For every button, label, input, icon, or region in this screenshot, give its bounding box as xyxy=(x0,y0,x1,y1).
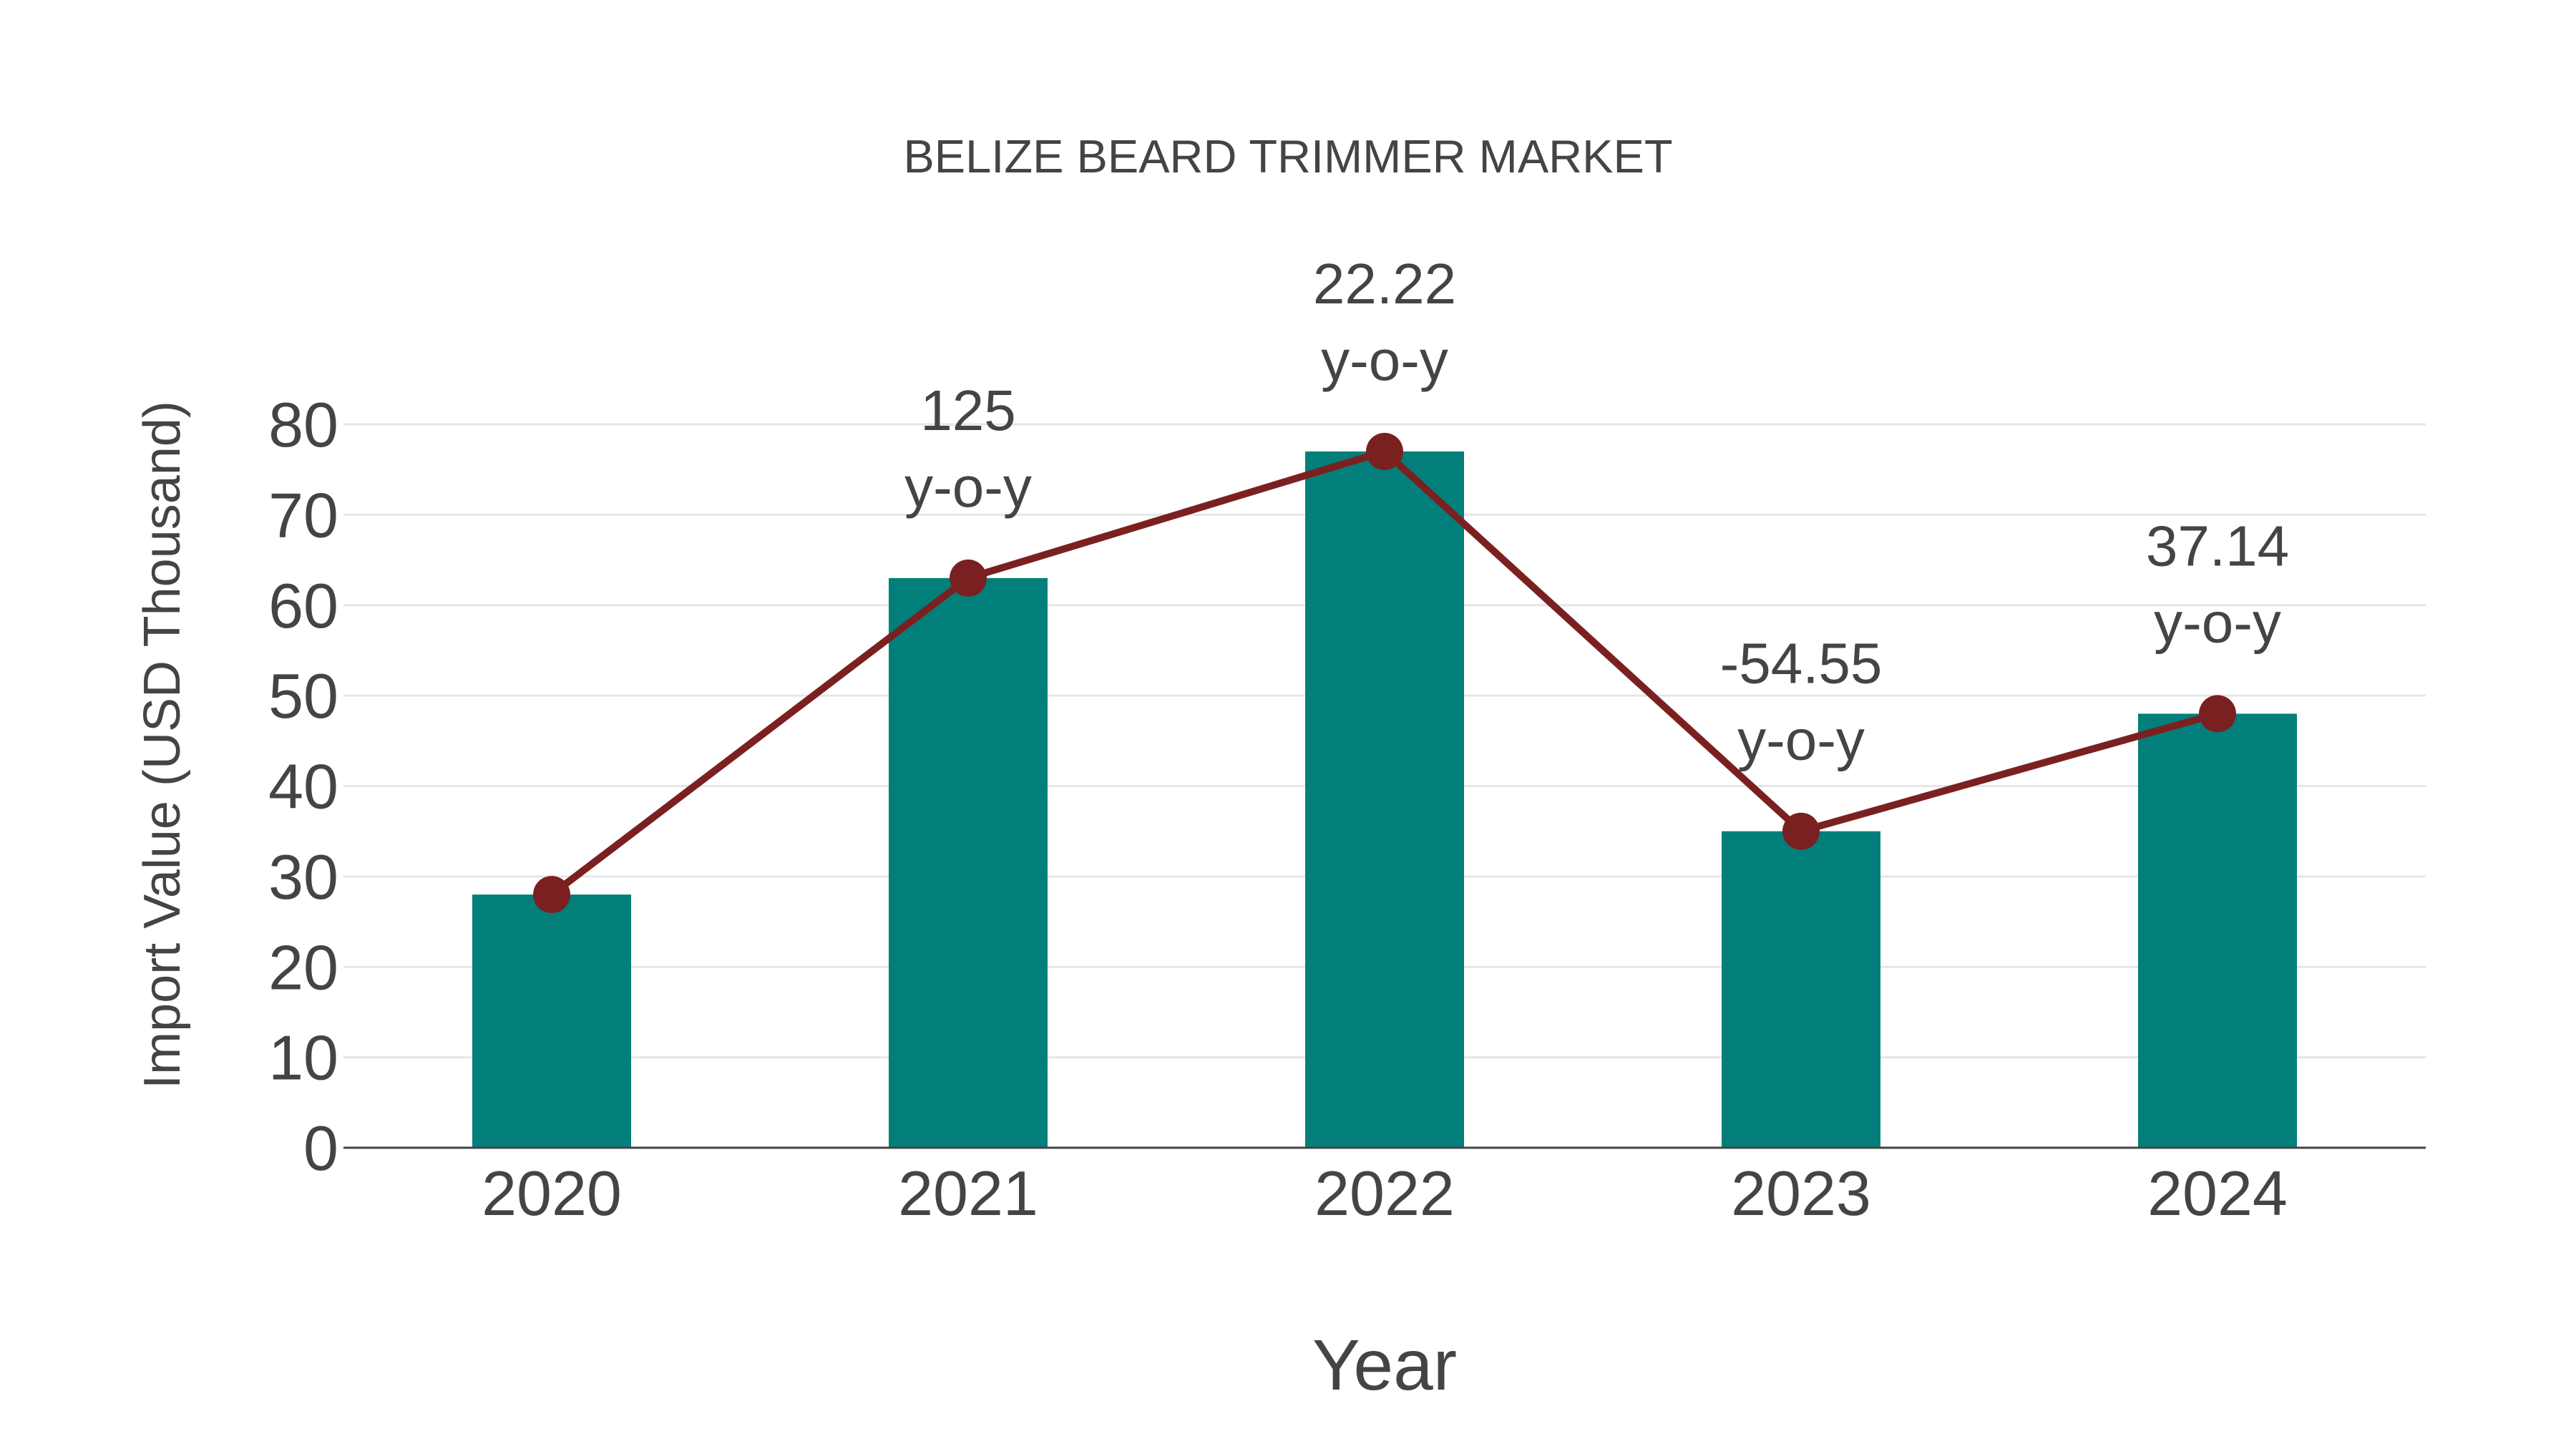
line-series xyxy=(533,432,2236,914)
y-tick-label: 60 xyxy=(268,570,338,641)
x-axis-title: Year xyxy=(1312,1325,1457,1405)
yoy-value: 37.14 xyxy=(2146,514,2289,577)
y-tick-label: 10 xyxy=(268,1023,338,1093)
y-tick-label: 20 xyxy=(268,932,338,1002)
x-tick-label: 2020 xyxy=(482,1158,622,1229)
bar-2022 xyxy=(1305,451,1464,1148)
marker-2024 xyxy=(2199,695,2236,733)
chart-title: BELIZE BEARD TRIMMER MARKET xyxy=(903,130,1672,182)
yoy-value: -54.55 xyxy=(1720,632,1883,696)
x-tick-label: 2024 xyxy=(2147,1158,2288,1229)
y-tick-label: 70 xyxy=(268,479,338,550)
y-tick-label: 50 xyxy=(268,660,338,731)
yoy-value: 125 xyxy=(920,379,1015,442)
y-axis-title: Import Value (USD Thousand) xyxy=(134,401,191,1089)
yoy-suffix: y-o-y xyxy=(904,455,1032,519)
marker-2020 xyxy=(533,876,570,914)
y-tick-label: 30 xyxy=(268,841,338,912)
yoy-suffix: y-o-y xyxy=(1321,328,1448,392)
bar-2020 xyxy=(472,894,631,1148)
bar-series xyxy=(472,451,2297,1148)
y-axis-ticks: 0 10 20 30 40 50 60 70 80 xyxy=(268,389,338,1184)
x-tick-label: 2022 xyxy=(1314,1158,1455,1229)
yoy-suffix: y-o-y xyxy=(1737,708,1865,772)
marker-2023 xyxy=(1782,812,1820,850)
x-tick-label: 2021 xyxy=(898,1158,1038,1229)
bar-2023 xyxy=(1722,831,1880,1148)
y-tick-label: 40 xyxy=(268,751,338,822)
y-tick-label: 80 xyxy=(268,389,338,460)
marker-2022 xyxy=(1366,432,1403,470)
bar-2024 xyxy=(2138,713,2297,1148)
y-tick-label: 0 xyxy=(303,1113,338,1184)
yoy-annotations: 125 y-o-y 22.22 y-o-y -54.55 y-o-y 37.14 y-o-y xyxy=(904,252,2289,772)
yoy-value: 22.22 xyxy=(1313,252,1456,316)
yoy-suffix: y-o-y xyxy=(2154,590,2281,654)
x-tick-label: 2023 xyxy=(1731,1158,1871,1229)
marker-2021 xyxy=(950,559,987,597)
bar-2021 xyxy=(889,577,1048,1148)
x-axis-ticks: 2020 2021 2022 2023 2024 xyxy=(482,1158,2288,1229)
